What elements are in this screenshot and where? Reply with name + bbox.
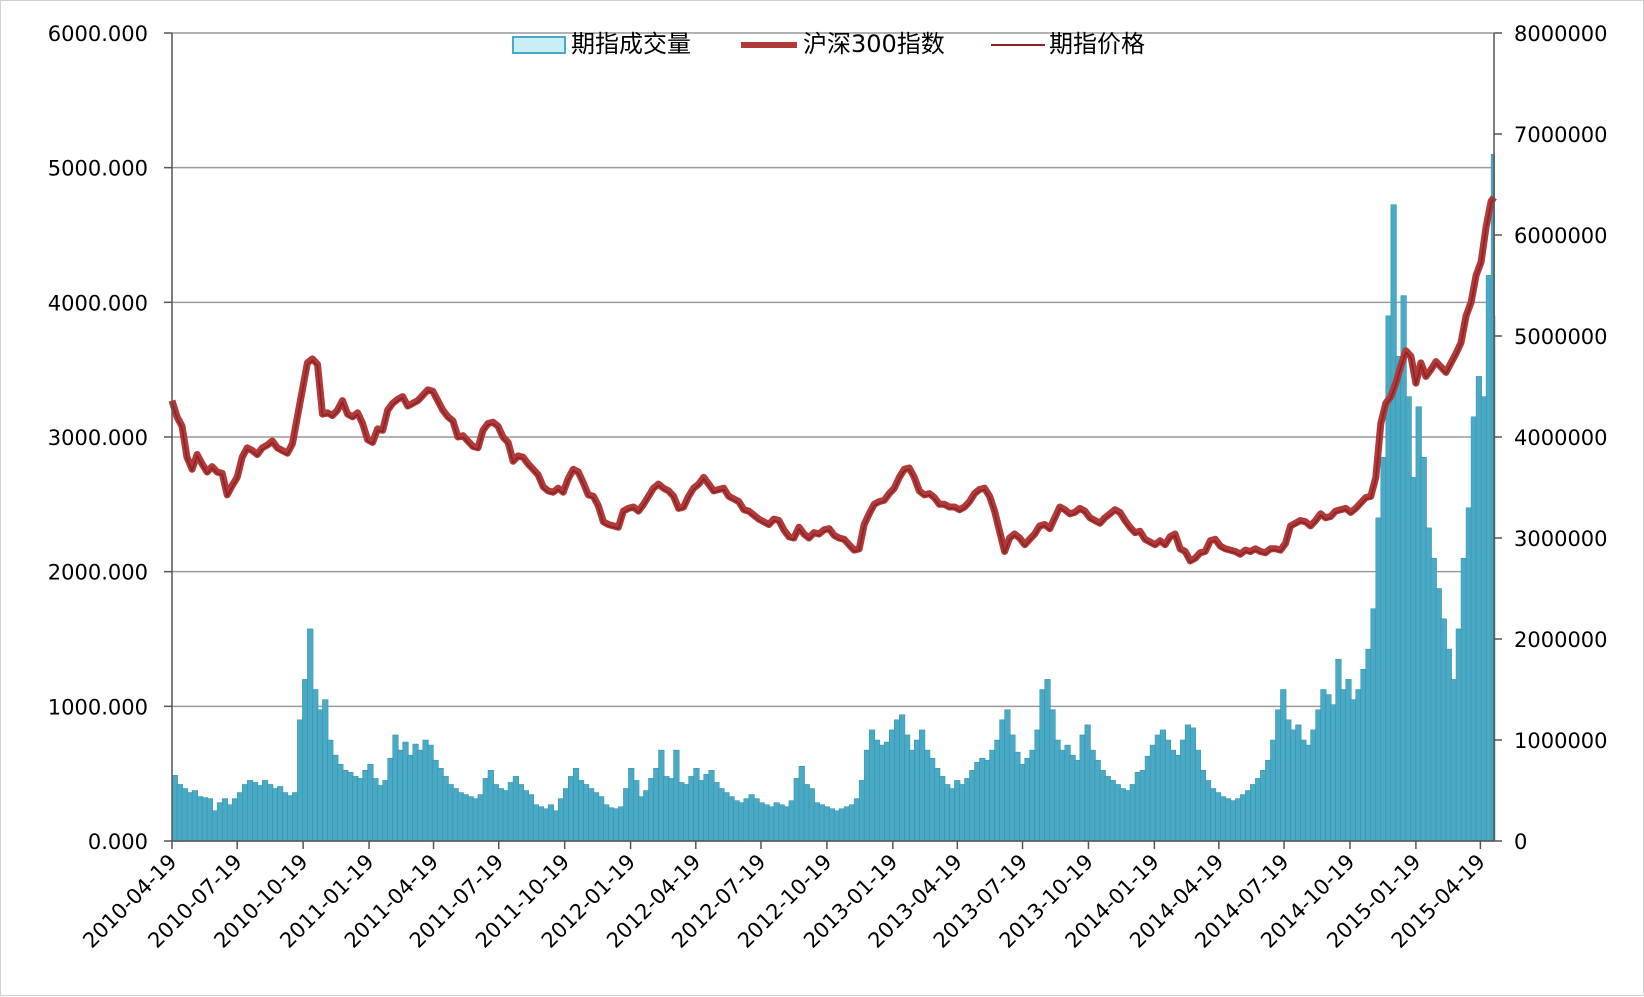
y-right-tick-label: 5000000	[1514, 325, 1608, 349]
y-right-tick-label: 7000000	[1514, 123, 1608, 147]
y-right-tick-label: 6000000	[1514, 224, 1608, 248]
y-left-tick-label: 2000.000	[48, 561, 148, 585]
y-right-tick-label: 2000000	[1514, 628, 1608, 652]
y-left-tick-label: 0.000	[88, 830, 148, 854]
index-line	[168, 195, 1497, 565]
y-left-tick-label: 4000.000	[48, 291, 148, 315]
left-axis-tick-labels: 0.000 1000.000 2000.000 3000.000 4000.000 500…	[48, 22, 148, 854]
legend-label-futures: 期指价格	[1049, 30, 1145, 58]
y-left-tick-label: 6000.000	[48, 22, 148, 46]
right-axis-tick-labels: 0 1000000 2000000 3000000 4000000 5000000 6000…	[1494, 22, 1608, 854]
futures-price-line	[171, 198, 1495, 564]
legend-swatch-volume	[512, 36, 566, 54]
y-left-tick-label: 5000.000	[48, 157, 148, 181]
x-axis-tick-labels: 2010-04-192010-07-192010-10-192011-01-19…	[78, 850, 1490, 953]
legend: 期指成交量 沪深300指数 期指价格	[512, 30, 1145, 58]
legend-label-index: 沪深300指数	[803, 30, 945, 58]
y-right-tick-label: 3000000	[1514, 527, 1608, 551]
y-right-tick-label: 8000000	[1514, 22, 1608, 46]
y-right-tick-label: 4000000	[1514, 426, 1608, 450]
y-left-tick-label: 3000.000	[48, 426, 148, 450]
y-right-tick-label: 1000000	[1514, 729, 1608, 753]
price-lines	[168, 195, 1497, 565]
y-left-tick-label: 1000.000	[48, 695, 148, 719]
legend-label-volume: 期指成交量	[571, 30, 691, 58]
y-right-tick-label: 0	[1514, 830, 1527, 854]
